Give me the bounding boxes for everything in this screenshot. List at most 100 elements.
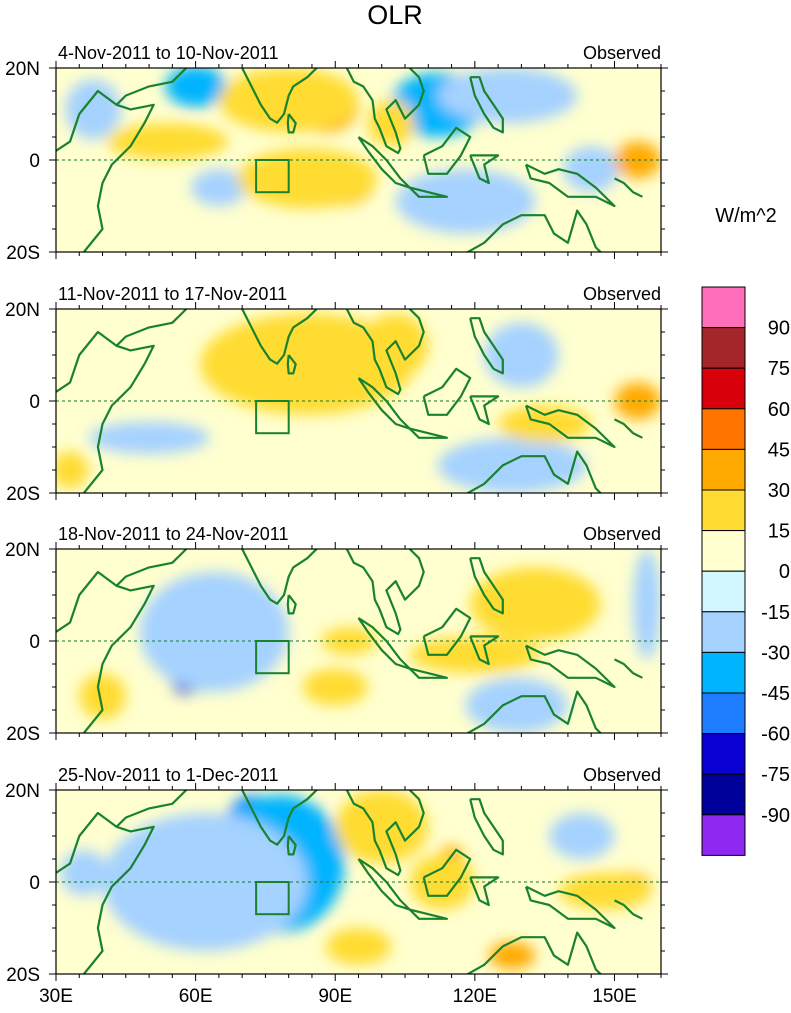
coastline	[422, 126, 472, 175]
anomaly-blob	[218, 68, 359, 133]
x-tick-label: 30E	[39, 986, 73, 1007]
coastline	[446, 450, 603, 493]
colorbar-label: -75	[761, 764, 790, 786]
anomaly-blob	[633, 549, 661, 660]
colorbar-swatch	[701, 530, 746, 572]
colorbar-swatch	[701, 651, 746, 694]
anomaly-blob	[437, 68, 578, 124]
colorbar-units: W/m^2	[715, 205, 777, 227]
panel-observed-label: Observed	[583, 524, 661, 544]
coastline	[408, 427, 448, 439]
y-tick-label: 0	[29, 392, 40, 413]
anomaly-blob	[488, 941, 536, 970]
coastline	[240, 309, 319, 365]
anomaly-field	[56, 313, 661, 493]
anomaly-blob	[102, 813, 308, 951]
colorbar-label: -15	[761, 602, 790, 624]
coastline	[469, 154, 500, 185]
coastline	[614, 418, 643, 439]
colorbar-label: 30	[768, 480, 790, 502]
coastline	[422, 607, 472, 656]
colorbar-label: -45	[761, 683, 790, 705]
colorbar-swatch	[701, 367, 746, 410]
y-tick-label: 20S	[6, 243, 40, 264]
panel-2: 20N 0 20S 11-Nov-2011 to 17-Nov-2011 Observe…	[5, 284, 668, 505]
panel-plot-area	[56, 68, 661, 252]
anomaly-blob	[65, 79, 122, 140]
coastline	[524, 404, 616, 449]
anomaly-blob	[302, 668, 368, 706]
coastline	[469, 557, 504, 615]
colorbar-label: 15	[768, 521, 790, 543]
x-tick-label: 150E	[592, 986, 636, 1007]
colorbar-swatch	[701, 327, 746, 369]
coastline	[115, 68, 188, 106]
panel-period-label: 4-Nov-2011 to 10-Nov-2011	[58, 43, 278, 63]
y-tick-label: 0	[29, 632, 40, 653]
anomaly-blob	[60, 849, 108, 896]
y-tick-label: 20S	[6, 965, 40, 986]
anomaly-blob	[165, 68, 226, 108]
coastline	[286, 594, 297, 615]
coastline	[446, 931, 603, 974]
panel-observed-label: Observed	[583, 43, 661, 63]
coastline	[115, 309, 188, 347]
coastline	[469, 76, 504, 134]
index-box	[255, 159, 290, 194]
coastline	[345, 549, 425, 636]
anomaly-blob	[558, 872, 652, 910]
y-tick-label: 0	[29, 873, 40, 894]
coastline	[56, 330, 155, 493]
y-tick-label: 0	[29, 151, 40, 172]
coastline	[614, 658, 643, 679]
coastline	[56, 89, 155, 252]
anomaly-blob	[465, 677, 568, 733]
anomaly-blob	[200, 313, 415, 415]
chart-title: OLR	[367, 0, 423, 30]
anomaly-field	[60, 790, 652, 970]
anomaly-blob	[79, 673, 126, 720]
panel-observed-label: Observed	[583, 284, 661, 304]
x-axis: 30E 60E 90E 120E 150E	[39, 986, 637, 1007]
colorbar-label: 90	[768, 318, 790, 340]
coastline	[115, 549, 188, 587]
colorbar-swatch	[701, 692, 746, 735]
panel-plot-area	[56, 309, 661, 493]
anomaly-blob	[437, 437, 587, 493]
coastline	[524, 644, 616, 689]
coastline	[56, 570, 155, 733]
colorbar-label: 45	[768, 439, 790, 461]
anomaly-blob	[614, 141, 661, 179]
coastline	[345, 309, 425, 396]
coastline	[115, 790, 188, 828]
colorbar-swatch	[701, 448, 746, 491]
panel-3: 20N 0 20S 18-Nov-2011 to 24-Nov-2011 Observe…	[5, 524, 668, 745]
anomaly-blob	[139, 572, 289, 692]
coastline	[469, 876, 500, 907]
coastline	[614, 899, 643, 920]
anomaly-blob	[363, 313, 429, 378]
coastline	[469, 395, 500, 426]
coastline	[614, 177, 643, 198]
anomaly-field	[79, 549, 661, 733]
y-tick-label: 20N	[5, 300, 40, 321]
coastline	[286, 113, 297, 134]
colorbar-swatch	[701, 408, 746, 450]
anomaly-blob	[325, 928, 392, 965]
anomaly-blob	[335, 790, 429, 864]
x-tick-label: 120E	[453, 986, 497, 1007]
coastline	[446, 690, 603, 733]
anomaly-blob	[56, 451, 89, 489]
y-tick-label: 20N	[5, 59, 40, 80]
panel-period-label: 18-Nov-2011 to 24-Nov-2011	[58, 524, 288, 544]
coastline	[56, 811, 155, 974]
y-tick-label: 20N	[5, 781, 40, 802]
anomaly-blob	[409, 636, 540, 674]
colorbar: 90 75 60 45 30 15 0 -15 -30 -45 -60 -75 -90	[701, 286, 790, 856]
colorbar-swatch	[701, 773, 746, 816]
x-tick-label: 60E	[179, 986, 213, 1007]
coastline	[524, 163, 616, 208]
y-tick-label: 20S	[6, 484, 40, 505]
coastline	[408, 186, 448, 198]
anomaly-blob	[563, 146, 620, 193]
